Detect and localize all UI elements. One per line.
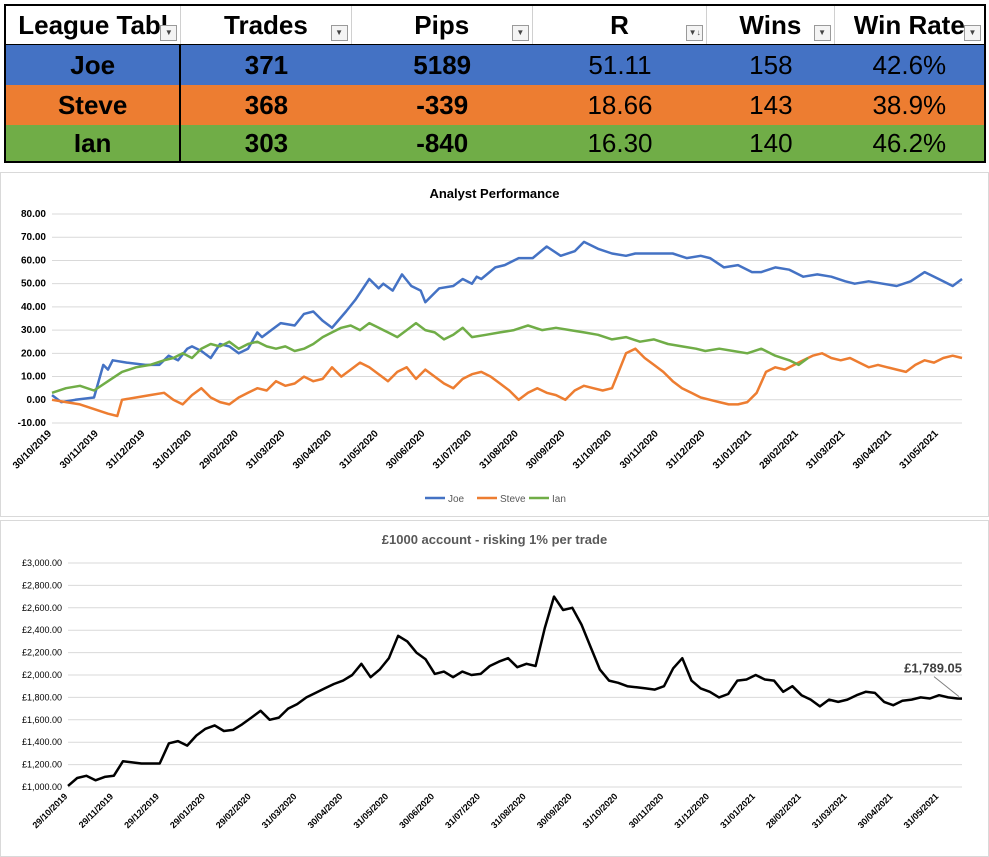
legend-label-joe: Joe [448, 494, 465, 505]
filter-dropdown-icon[interactable]: ▼ [813, 25, 831, 41]
header-cell-r[interactable]: R ▼↓ [532, 6, 708, 44]
header-cell-wins[interactable]: Wins ▼ [707, 6, 835, 44]
y-tick-label: 70.00 [21, 232, 46, 243]
table-header-row: League Tabl ▼ Trades ▼ Pips ▼ R ▼↓ Wins ▼ Win… [4, 4, 986, 45]
series-line-steve [51, 347, 963, 418]
series-line-balance [67, 595, 963, 787]
y-tick-label: £2,000.00 [22, 670, 62, 680]
chart-title: £1000 account - risking 1% per trade [382, 532, 607, 547]
header-cell-win-rate[interactable]: Win Rate ▼ [834, 6, 984, 44]
row-pips[interactable]: -840 [416, 127, 469, 158]
row-wins[interactable]: 158 [749, 49, 793, 80]
row-pips[interactable]: -339 [416, 89, 469, 120]
legend-label-ian: Ian [552, 494, 566, 505]
header-cell-trades[interactable]: Trades ▼ [181, 6, 352, 44]
annotation-leader-line [933, 676, 960, 698]
row-name-steve[interactable]: Steve [6, 85, 182, 125]
row-win-rate[interactable]: 38.9% [872, 89, 947, 120]
y-tick-label: £1,600.00 [22, 715, 62, 725]
y-tick-label: 80.00 [21, 209, 46, 220]
row-win-rate[interactable]: 46.2% [872, 127, 947, 158]
y-tick-label: £2,800.00 [22, 580, 62, 590]
y-tick-label: 0.00 [27, 395, 47, 406]
y-tick-label: £2,200.00 [22, 648, 62, 658]
row-wins[interactable]: 143 [749, 89, 793, 120]
league-table: League Tabl ▼ Trades ▼ Pips ▼ R ▼↓ Wins ▼ Win… [0, 0, 989, 165]
row-win-rate[interactable]: 42.6% [872, 49, 947, 80]
y-tick-label: £2,400.00 [22, 625, 62, 635]
row-trades[interactable]: 368 [244, 89, 289, 120]
y-tick-label: 40.00 [21, 302, 46, 313]
row-pips[interactable]: 5189 [413, 49, 472, 80]
series-line-ian [51, 321, 809, 394]
chart-title: Analyst Performance [429, 186, 559, 201]
y-tick-label: £1,800.00 [22, 692, 62, 702]
row-name-ian[interactable]: Ian [6, 125, 182, 161]
y-tick-label: -10.00 [18, 418, 47, 429]
row-name-joe[interactable]: Joe [6, 45, 182, 85]
header-cell-name[interactable]: League Tabl ▼ [6, 6, 182, 44]
y-tick-label: 50.00 [21, 279, 46, 290]
y-tick-label: 20.00 [21, 348, 46, 359]
row-wins[interactable]: 140 [749, 127, 793, 158]
analyst-performance-chart[interactable]: Analyst Performance -10.00 0.00 10.00 20.00 3… [0, 172, 989, 517]
header-cell-pips[interactable]: Pips ▼ [351, 6, 533, 44]
row-r[interactable]: 16.30 [587, 127, 653, 158]
y-tick-label: £1,400.00 [22, 737, 62, 747]
filter-dropdown-icon[interactable]: ▼ [964, 25, 981, 41]
table-row: Joe 371 5189 51.11 158 42.6% [4, 45, 986, 85]
y-tick-label: £1,200.00 [22, 760, 62, 770]
account-balance-chart[interactable]: £1000 account - risking 1% per trade £1,0… [0, 520, 989, 857]
series-line-joe [51, 240, 963, 404]
row-trades[interactable]: 303 [244, 127, 289, 158]
y-tick-label: 60.00 [21, 255, 46, 266]
filter-dropdown-icon[interactable]: ▼ [160, 25, 178, 41]
y-tick-label: £2,600.00 [22, 603, 62, 613]
row-trades[interactable]: 371 [244, 49, 289, 80]
filter-dropdown-icon[interactable]: ▼ [511, 25, 529, 41]
row-r[interactable]: 51.11 [588, 49, 652, 80]
y-tick-label: 10.00 [21, 372, 46, 383]
y-tick-label: £1,000.00 [22, 782, 62, 792]
chart-area [0, 520, 989, 857]
annotation-label: £1,789.05 [904, 661, 962, 676]
y-tick-label: 30.00 [21, 325, 46, 336]
chart-area [0, 172, 989, 517]
filter-dropdown-icon[interactable]: ▼ [330, 25, 348, 41]
sort-descending-icon[interactable]: ▼↓ [686, 25, 704, 41]
legend-label-steve: Steve [500, 494, 526, 505]
table-row: Ian 303 -840 16.30 140 46.2% [4, 125, 986, 163]
row-r[interactable]: 18.66 [587, 89, 653, 120]
y-tick-label: £3,000.00 [22, 558, 62, 568]
table-row: Steve 368 -339 18.66 143 38.9% [4, 85, 986, 125]
